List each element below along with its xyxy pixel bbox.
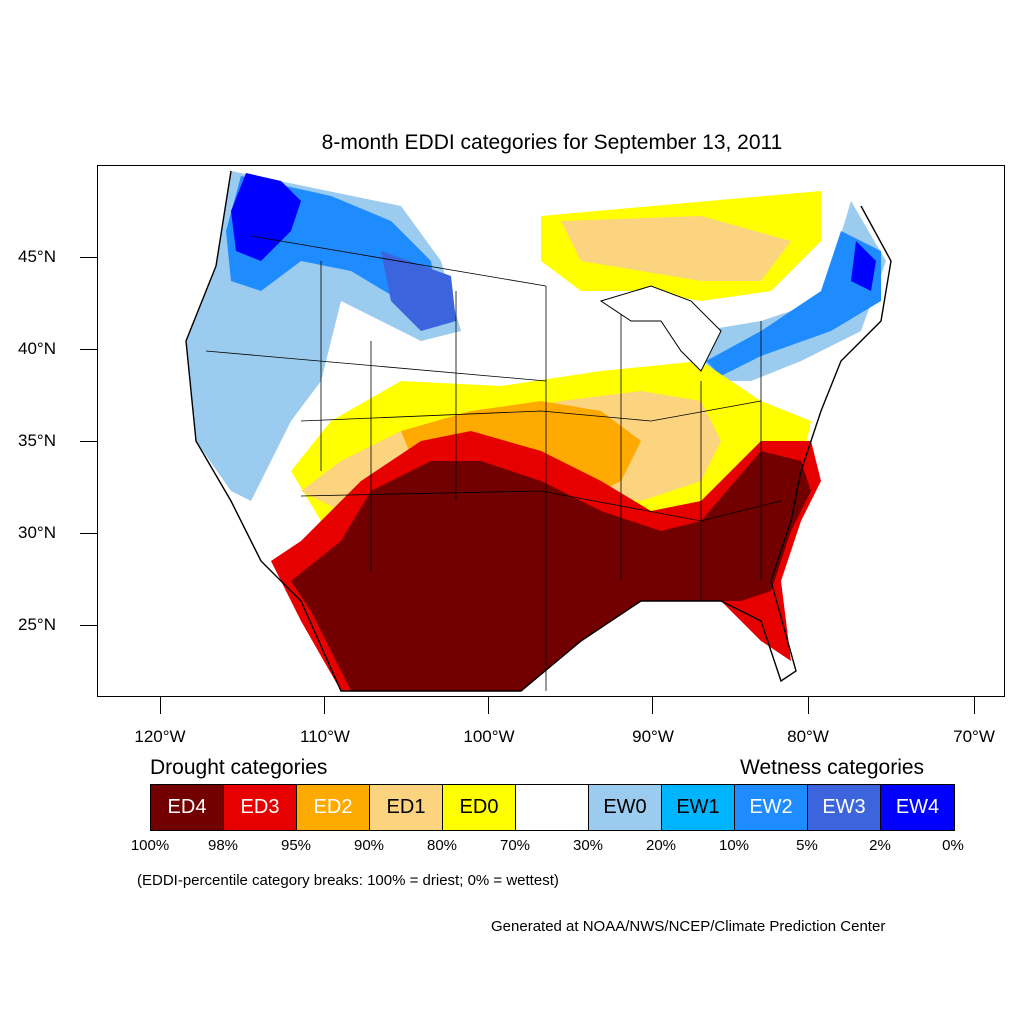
x-tick-label-120w: 120°W <box>134 727 186 746</box>
y-tick-label-30n: 30°N <box>18 523 56 542</box>
legend-break-label: 98% <box>207 837 239 854</box>
y-tick-label-45n: 45°N <box>18 247 56 266</box>
legend-cell-ew0: EW0 <box>589 785 662 830</box>
legend-cell-ew3: EW3 <box>808 785 881 830</box>
y-tick-mark <box>80 257 97 258</box>
map-title: 8-month EDDI categories for September 13… <box>321 131 783 154</box>
legend-cell-ed2: ED2 <box>297 785 370 830</box>
legend-cell-ed0: ED0 <box>443 785 516 830</box>
x-tick-mark <box>652 697 653 714</box>
y-tick-mark <box>80 625 97 626</box>
x-tick-mark <box>808 697 809 714</box>
wet-region-west-extreme <box>231 173 301 261</box>
legend-cell-normal <box>516 785 589 830</box>
legend-break-label: 5% <box>796 837 818 854</box>
legend-break-label: 0% <box>942 837 964 854</box>
x-tick-label-80w: 80°W <box>787 727 829 746</box>
legend-break-label: 10% <box>718 837 750 854</box>
legend-break-label: 70% <box>499 837 531 854</box>
legend-break-label: 100% <box>130 837 170 854</box>
x-tick-mark <box>324 697 325 714</box>
legend-cell-ew2: EW2 <box>735 785 808 830</box>
wet-region-northeast-strong <box>706 231 881 376</box>
x-tick-label-110w: 110°W <box>300 727 350 746</box>
wet-region-northeast-extreme <box>851 241 876 291</box>
legend-cell-ed3: ED3 <box>224 785 297 830</box>
state-boundaries <box>205 235 782 691</box>
category-note: (EDDI-percentile category breaks: 100% =… <box>137 872 559 889</box>
wet-region-montana <box>381 251 456 331</box>
credit-line: Generated at NOAA/NWS/NCEP/Climate Predi… <box>491 918 886 935</box>
coastline <box>185 170 892 692</box>
legend-break-label: 30% <box>572 837 604 854</box>
y-tick-label-25n: 25°N <box>18 615 56 634</box>
legend-cell-ed4: ED4 <box>151 785 224 830</box>
legend-cell-ed1: ED1 <box>370 785 443 830</box>
dry-region-south-ed4 <box>291 451 811 691</box>
y-tick-mark <box>80 533 97 534</box>
wetness-categories-heading: Wetness categories <box>740 756 925 779</box>
y-tick-label-35n: 35°N <box>18 431 56 450</box>
legend-color-bar: ED4 ED3 ED2 ED1 ED0 EW0 EW1 EW2 EW3 EW4 <box>150 784 955 831</box>
dry-region-north-ed1 <box>561 216 791 281</box>
y-tick-mark <box>80 349 97 350</box>
x-tick-mark <box>488 697 489 714</box>
x-tick-mark <box>160 697 161 714</box>
legend-cell-ew4: EW4 <box>881 785 954 830</box>
legend-break-label: 20% <box>645 837 677 854</box>
legend-break-label: 95% <box>280 837 312 854</box>
legend-cell-ew1: EW1 <box>662 785 735 830</box>
drought-categories-heading: Drought categories <box>150 756 328 779</box>
x-tick-label-100w: 100°W <box>463 727 515 746</box>
legend-break-label: 2% <box>869 837 891 854</box>
eddi-map <box>97 165 1005 697</box>
map-canvas <box>185 170 892 692</box>
legend-break-label: 90% <box>353 837 385 854</box>
great-lakes <box>599 285 722 372</box>
x-tick-label-90w: 90°W <box>632 727 674 746</box>
x-tick-mark <box>974 697 975 714</box>
x-tick-label-70w: 70°W <box>953 727 995 746</box>
y-tick-label-40n: 40°N <box>18 339 56 358</box>
legend-break-label: 80% <box>426 837 458 854</box>
y-tick-mark <box>80 441 97 442</box>
